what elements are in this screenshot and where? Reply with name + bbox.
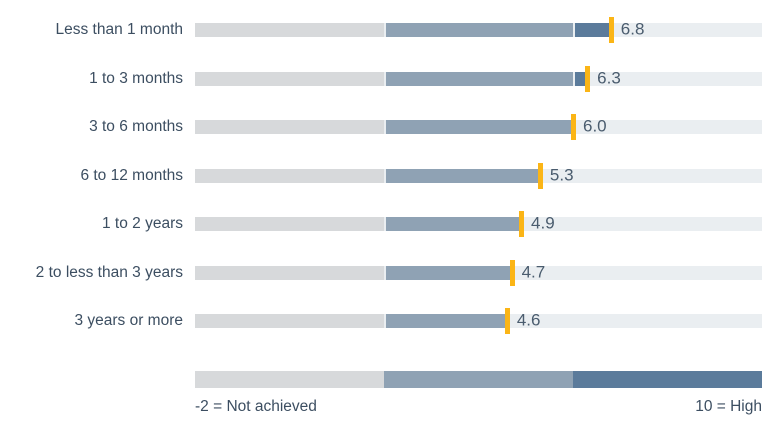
value-marker-tick [537,162,543,189]
bar-segment-low [195,217,384,232]
bar-segment-mid [385,265,512,280]
bar-segment-mid [385,314,507,329]
value-label: 4.9 [531,213,555,233]
bar-segment-high [574,23,611,38]
category-label: 3 years or more [74,312,183,330]
chart-row: 6 to 12 months 5.3 [0,152,765,201]
bar-segment-high [574,71,588,86]
category-label: 2 to less than 3 years [35,263,183,281]
value-label: 6.3 [597,68,621,88]
legend-band-low [195,370,384,388]
chart-row: Less than 1 month 6.8 [0,6,765,55]
bar-area: 6.8 [195,17,762,44]
bar-area: 4.9 [195,211,762,238]
category-label: 3 to 6 months [89,118,183,136]
bar-area: 6.3 [195,65,762,92]
bar-segment-mid [385,23,573,38]
legend-band-mid [383,370,573,388]
value-marker-tick [509,259,515,286]
value-label: 5.3 [549,165,574,185]
bar-segment-low [195,314,384,329]
bar-area: 5.3 [195,162,762,189]
bar-segment-mid [385,168,540,183]
bar-area: 4.6 [195,308,762,335]
value-marker-tick [519,211,525,238]
bar-segment-low [195,265,384,280]
category-label: Less than 1 month [55,21,183,39]
bar-segment-mid [385,120,573,135]
value-marker-tick [608,17,614,44]
category-label: 1 to 3 months [89,69,183,87]
chart-rows: Less than 1 month 6.8 1 to 3 months 6.3 … [0,6,765,346]
scale-legend-bar [195,370,762,388]
value-label: 6.8 [620,19,645,39]
value-marker-tick [585,65,591,92]
value-marker-tick [504,308,510,335]
chart-row: 3 years or more 4.6 [0,297,765,346]
value-label: 6.0 [582,116,607,136]
legend-band-high [572,370,762,388]
category-label: 1 to 2 years [102,215,183,233]
value-label: 4.6 [516,310,541,330]
bar-segment-mid [385,217,521,232]
bar-segment-low [195,168,384,183]
chart-row: 1 to 2 years 4.9 [0,200,765,249]
scale-max-note: 10 = High [695,397,762,415]
bar-area: 6.0 [195,114,762,141]
category-label: 6 to 12 months [80,166,183,184]
chart-row: 1 to 3 months 6.3 [0,55,765,104]
chart-row: 2 to less than 3 years 4.7 [0,249,765,298]
scale-min-note: -2 = Not achieved [195,397,317,415]
bar-area: 4.7 [195,259,762,286]
bar-segment-low [195,71,384,86]
scale-legend-notes: -2 = Not achieved 10 = High [195,398,762,416]
bar-segment-low [195,120,384,135]
chart-row: 3 to 6 months 6.0 [0,103,765,152]
value-label: 4.7 [521,262,546,282]
value-marker-tick [570,114,576,141]
bar-segment-mid [385,71,573,86]
bar-segment-low [195,23,384,38]
